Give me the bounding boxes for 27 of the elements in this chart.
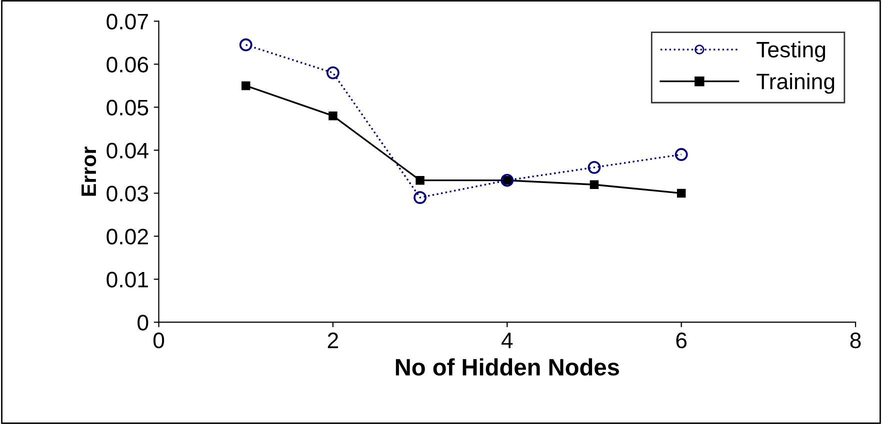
point	[414, 191, 427, 204]
x-tick-label: 2	[328, 332, 338, 348]
point	[588, 160, 601, 174]
x-tick-label: 6	[676, 332, 687, 348]
y-tick-label: 0.07	[106, 14, 148, 30]
y-tick-label: 0.02	[106, 228, 148, 244]
y-tick-label: 0.04	[106, 142, 148, 158]
point	[676, 188, 686, 198]
point	[674, 148, 688, 161]
x-axis-title: No of Hidden Nodes	[396, 358, 619, 376]
y-tick-label: 0.01	[106, 272, 148, 288]
point	[241, 81, 250, 90]
point	[239, 38, 252, 52]
y-tick-label: 0.06	[106, 56, 148, 72]
x-tick-label: 8	[850, 332, 861, 348]
legend-label: Testing	[756, 41, 826, 62]
point	[416, 176, 424, 185]
point	[328, 111, 338, 120]
y-tick-label: 0.03	[106, 186, 148, 202]
x-tick-label: 0	[153, 332, 164, 348]
legend-label: Training	[756, 73, 834, 94]
y-tick-label: 0.05	[106, 100, 148, 116]
x-tick-label: 4	[501, 332, 513, 348]
point	[590, 180, 599, 189]
y-tick-label: 0	[138, 314, 148, 331]
y-axis-title: Error	[82, 146, 96, 196]
point	[326, 66, 340, 80]
